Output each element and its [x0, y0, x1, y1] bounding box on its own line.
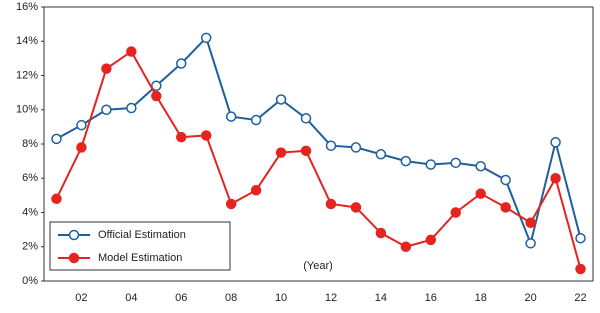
- y-tick-label: 8%: [22, 138, 38, 150]
- x-axis-label: (Year): [303, 260, 333, 272]
- y-tick-label: 10%: [16, 104, 38, 116]
- y-tick-label: 0%: [22, 275, 38, 287]
- data-point: [51, 193, 62, 205]
- series-line: [55, 50, 582, 270]
- data-point: [475, 161, 486, 172]
- x-tick-label: 16: [425, 292, 437, 304]
- legend-marker: [68, 229, 80, 241]
- data-point: [101, 104, 112, 115]
- data-point: [250, 114, 262, 126]
- legend-marker: [68, 252, 80, 264]
- data-point: [575, 232, 586, 244]
- data-point: [350, 202, 362, 213]
- y-tick-label: 14%: [16, 35, 38, 47]
- data-point: [300, 145, 312, 157]
- data-point: [151, 80, 162, 92]
- x-tick-label: 12: [325, 292, 337, 304]
- data-point: [126, 46, 137, 57]
- legend-box: [49, 221, 231, 271]
- x-tick-label: 08: [225, 292, 237, 304]
- data-point: [550, 173, 561, 184]
- y-tick-label: 16%: [16, 1, 38, 13]
- x-tick-label: 04: [125, 292, 137, 304]
- y-tick-label: 6%: [22, 172, 38, 184]
- data-point: [76, 142, 87, 153]
- legend-label: Official Estimation: [98, 229, 186, 241]
- x-tick-label: 14: [375, 292, 387, 304]
- series-line: [55, 35, 582, 247]
- data-point: [176, 58, 187, 69]
- x-tick-label: 02: [75, 292, 87, 304]
- data-point: [450, 157, 461, 169]
- x-tick-label: 20: [524, 292, 536, 304]
- data-point: [525, 238, 536, 249]
- data-point: [76, 119, 87, 131]
- data-point: [500, 202, 511, 213]
- data-point: [200, 32, 212, 44]
- data-point: [300, 113, 312, 124]
- data-point: [151, 90, 162, 102]
- data-point: [350, 142, 362, 153]
- data-point: [225, 198, 237, 210]
- data-point: [225, 111, 237, 122]
- data-point: [400, 241, 412, 252]
- y-tick-label: 4%: [22, 206, 38, 218]
- data-point: [550, 137, 561, 148]
- data-point: [475, 188, 486, 199]
- data-point: [425, 159, 437, 170]
- x-tick-label: 06: [175, 292, 187, 304]
- data-point: [51, 133, 62, 145]
- x-tick-label: 18: [475, 292, 487, 304]
- data-point: [325, 198, 337, 210]
- data-point: [375, 149, 387, 160]
- data-point: [425, 234, 437, 246]
- y-tick-label: 2%: [22, 241, 38, 253]
- data-point: [575, 263, 586, 275]
- data-point: [200, 130, 212, 141]
- data-point: [375, 227, 387, 239]
- data-point: [176, 131, 187, 143]
- data-point: [250, 184, 262, 196]
- y-tick-label: 12%: [16, 69, 38, 81]
- data-point: [126, 102, 137, 114]
- data-point: [325, 140, 337, 151]
- data-point: [275, 147, 287, 158]
- data-point: [275, 94, 287, 105]
- x-tick-label: 22: [574, 292, 586, 304]
- data-point: [525, 217, 536, 229]
- data-point: [400, 155, 412, 167]
- data-point: [101, 63, 112, 74]
- legend-label: Model Estimation: [98, 252, 182, 264]
- data-point: [450, 207, 461, 218]
- data-point: [500, 174, 511, 186]
- x-tick-label: 10: [275, 292, 287, 304]
